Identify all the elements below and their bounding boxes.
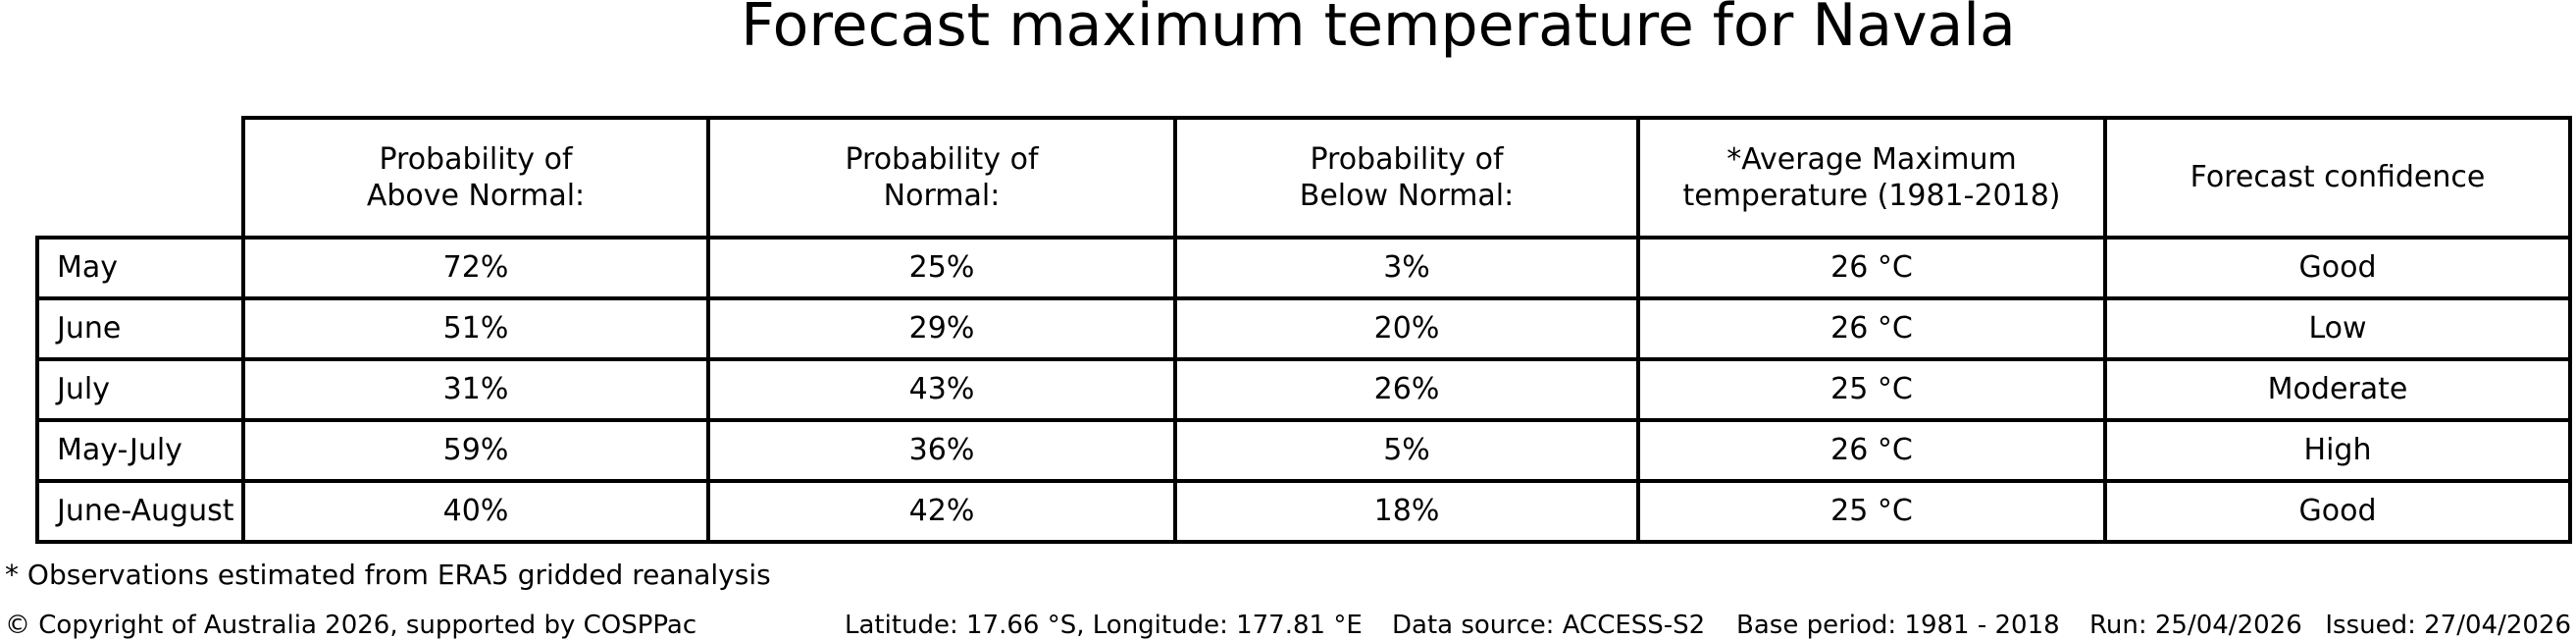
row-label: June [35,296,245,361]
cell-above-normal: 40% [241,479,710,544]
table-row-may: May 72% 25% 3% 26 °C Good [35,236,2572,300]
cell-normal: 29% [706,296,1177,361]
cell-normal: 43% [706,357,1177,422]
cell-forecast-confidence: Low [2103,296,2572,361]
issued-date-text: Issued: 27/04/2026 [2325,611,2571,640]
base-period-text: Base period: 1981 - 2018 [1736,611,2060,640]
cell-above-normal: 31% [241,357,710,422]
cell-below-normal: 5% [1173,418,1640,483]
cell-below-normal: 18% [1173,479,1640,544]
observations-footnote: * Observations estimated from ERA5 gridd… [5,559,771,591]
cell-average-max-temperature: 25 °C [1636,357,2107,422]
cell-below-normal: 3% [1173,236,1640,300]
cell-average-max-temperature: 26 °C [1636,296,2107,361]
cell-normal: 25% [706,236,1177,300]
table-row-may-july: May-July 59% 36% 5% 26 °C High [35,418,2572,483]
cell-forecast-confidence: Good [2103,479,2572,544]
cell-forecast-confidence: Good [2103,236,2572,300]
cell-normal: 36% [706,418,1177,483]
location-coordinates-text: Latitude: 17.66 °S, Longitude: 177.81 °E [845,611,1363,640]
cell-above-normal: 72% [241,236,710,300]
row-label: July [35,357,245,422]
row-label: June-August [35,479,245,544]
row-label: May [35,236,245,300]
cell-forecast-confidence: High [2103,418,2572,483]
column-header-above-normal: Probability of Above Normal: [241,116,710,240]
run-date-text: Run: 25/04/2026 [2089,611,2302,640]
table-header-row: Probability of Above Normal: Probability… [37,116,2572,240]
forecast-table: Probability of Above Normal: Probability… [35,116,2572,544]
row-label: May-July [35,418,245,483]
table-row-june-august: June-August 40% 42% 18% 25 °C Good [35,479,2572,544]
cell-average-max-temperature: 25 °C [1636,479,2107,544]
table-corner-cell [37,118,243,238]
column-header-normal: Probability of Normal: [706,116,1177,240]
copyright-text: © Copyright of Australia 2026, supported… [5,611,697,640]
cell-forecast-confidence: Moderate [2103,357,2572,422]
cell-normal: 42% [706,479,1177,544]
cell-average-max-temperature: 26 °C [1636,236,2107,300]
cell-above-normal: 59% [241,418,710,483]
chart-title: Forecast maximum temperature for Navala [741,0,2016,60]
table-row-july: July 31% 43% 26% 25 °C Moderate [35,357,2572,422]
cell-above-normal: 51% [241,296,710,361]
cell-below-normal: 20% [1173,296,1640,361]
column-header-below-normal: Probability of Below Normal: [1173,116,1640,240]
column-header-average-max-temperature: *Average Maximum temperature (1981-2018) [1636,116,2107,240]
data-source-text: Data source: ACCESS-S2 [1392,611,1706,640]
column-header-forecast-confidence: Forecast confidence [2103,116,2572,240]
cell-average-max-temperature: 26 °C [1636,418,2107,483]
cell-below-normal: 26% [1173,357,1640,422]
table-row-june: June 51% 29% 20% 26 °C Low [35,296,2572,361]
